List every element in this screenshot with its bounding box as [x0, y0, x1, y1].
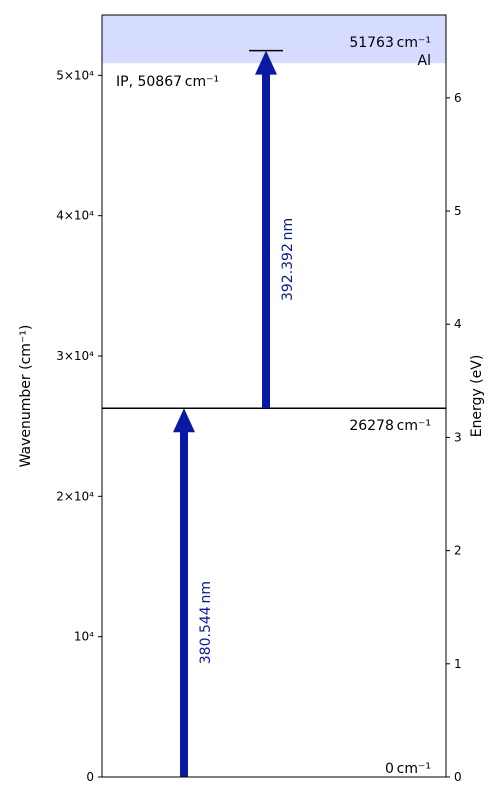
wavelength-label: 380.544 nm [198, 581, 214, 664]
right-tick-label: 1 [454, 657, 462, 671]
left-tick-label: 2×10⁴ [56, 489, 94, 503]
wavelength-label: 392.392 nm [280, 218, 296, 301]
ionization-region [102, 15, 446, 64]
right-tick-label: 5 [454, 204, 462, 218]
ionization-label: IP, 50867 cm⁻¹ [116, 74, 219, 90]
element-label: Al [418, 53, 431, 69]
left-tick-label: 3×10⁴ [56, 349, 94, 363]
right-tick-label: 4 [454, 317, 462, 331]
right-tick-label: 6 [454, 91, 462, 105]
left-axis-title: Wavenumber (cm⁻¹) [18, 325, 34, 468]
left-tick-label: 0 [86, 770, 94, 784]
left-tick-label: 5×10⁴ [56, 68, 94, 82]
transition-arrow-head [255, 50, 277, 75]
level-label: 0 cm⁻¹ [385, 761, 431, 777]
plot-frame [101, 14, 447, 778]
transition-arrow-head [173, 408, 195, 433]
right-tick-label: 3 [454, 430, 462, 444]
level-label: 26278 cm⁻¹ [349, 418, 431, 434]
right-axis-title: Energy (eV) [469, 355, 485, 438]
left-tick-label: 10⁴ [74, 630, 94, 644]
left-tick-label: 4×10⁴ [56, 209, 94, 223]
right-tick-label: 2 [454, 544, 462, 558]
level-label: 51763 cm⁻¹ [349, 35, 431, 51]
right-tick-label: 0 [454, 770, 462, 784]
